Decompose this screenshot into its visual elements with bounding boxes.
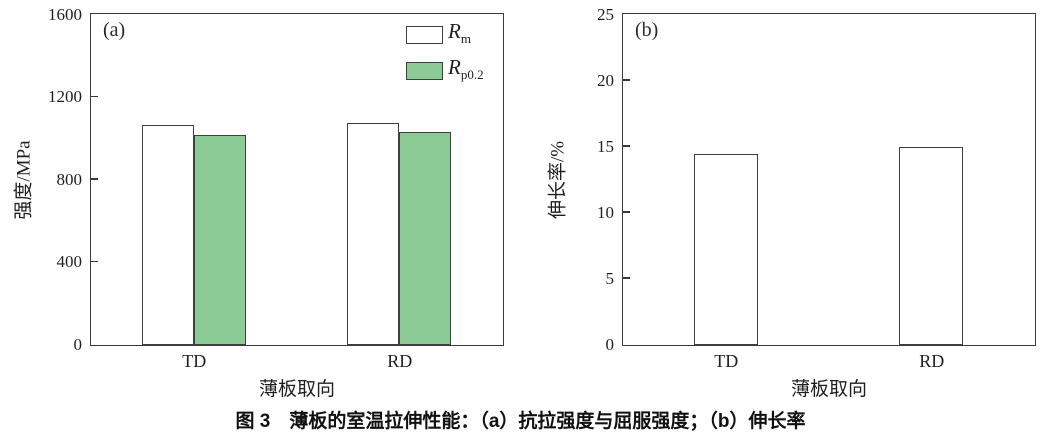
legend-subscript-rm: m xyxy=(460,31,471,47)
legend-symbol-rp02: R xyxy=(448,55,461,80)
legend-swatch-rm xyxy=(406,26,443,45)
y-tick-mark xyxy=(623,211,630,213)
legend-swatch-rp02 xyxy=(406,62,443,81)
y-tick-label: 15 xyxy=(597,136,614,156)
y-tick-mark xyxy=(91,95,98,98)
y-tick-mark xyxy=(91,260,98,263)
category-label-rd: RD xyxy=(919,351,945,371)
bar-td-rm xyxy=(141,125,194,345)
y-tick-mark xyxy=(623,145,630,147)
figure-caption: 图 3 薄板的室温拉伸性能：（a）抗拉强度与屈服强度；（b）伸长率 xyxy=(235,411,806,432)
legend-item-rm: Rm xyxy=(406,20,484,50)
x-axis-label-a: 薄板取向 xyxy=(258,379,335,400)
plot-area-a: (a) Rm Rp0.2 xyxy=(90,13,504,346)
plot-area-b: (b) xyxy=(622,13,1036,346)
y-tick-mark xyxy=(623,79,630,81)
category-label-td: TD xyxy=(714,351,739,371)
y-tick-label: 1200 xyxy=(48,87,82,106)
category-label-rd: RD xyxy=(387,351,413,371)
bar-rd-elongation xyxy=(899,147,964,345)
legend-label-rm: Rm xyxy=(448,20,471,50)
y-tick-label: 10 xyxy=(597,202,614,222)
y-tick-label: 400 xyxy=(56,252,83,271)
legend: Rm Rp0.2 xyxy=(406,20,484,86)
legend-symbol-rm: R xyxy=(448,19,461,43)
legend-subscript-rp02: p0.2 xyxy=(460,67,484,83)
panel-label-b: (b) xyxy=(635,19,659,41)
legend-label-rp02: Rp0.2 xyxy=(448,56,484,86)
y-tick-label: 800 xyxy=(56,169,83,189)
y-tick-mark xyxy=(91,178,98,180)
y-tick-label: 20 xyxy=(597,70,614,90)
y-tick-mark xyxy=(623,277,630,279)
panel-label-a: (a) xyxy=(103,19,126,41)
y-tick-label: 25 xyxy=(597,4,614,24)
bar-td-elongation xyxy=(693,153,758,345)
bar-rd-rm xyxy=(347,123,400,345)
legend-item-rp02: Rp0.2 xyxy=(406,56,484,86)
category-label-td: TD xyxy=(182,351,207,371)
y-tick-label: 0 xyxy=(605,334,615,354)
bar-rd-rp02 xyxy=(399,131,452,345)
y-tick-label: 1600 xyxy=(48,4,82,24)
x-axis-label-b: 薄板取向 xyxy=(790,379,867,400)
y-tick-label: 5 xyxy=(605,268,615,288)
bar-td-rp02 xyxy=(193,134,246,345)
y-tick-label: 0 xyxy=(73,334,83,354)
